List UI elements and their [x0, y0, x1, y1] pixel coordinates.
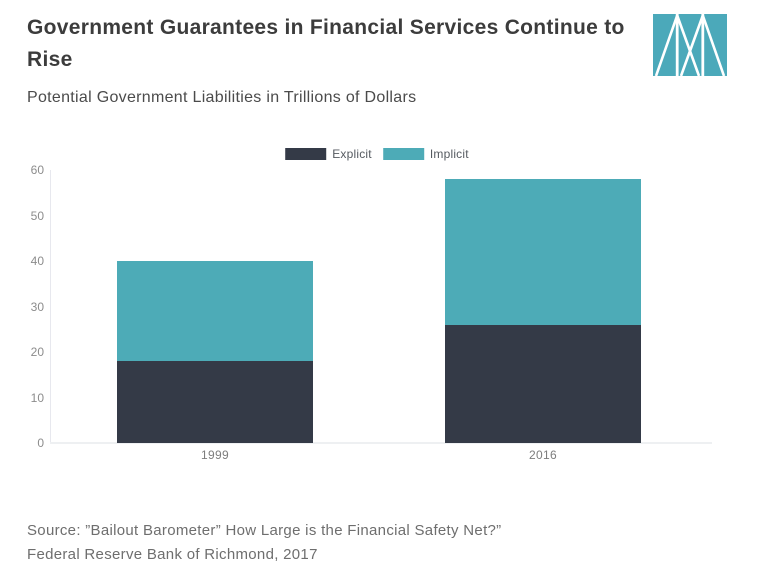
x-axis-label-1999: 1999	[201, 448, 229, 462]
y-tick-label-30: 30	[30, 299, 44, 314]
source-line-2: Federal Reserve Bank of Richmond, 2017	[27, 546, 318, 563]
chart-legend: Explicit Implicit	[285, 147, 469, 161]
y-axis-line	[50, 170, 51, 443]
header: Government Guarantees in Financial Servi…	[27, 12, 652, 76]
page-title: Government Guarantees in Financial Servi…	[27, 12, 652, 76]
source-note: Source: ”Bailout Barometer” How Large is…	[27, 519, 501, 567]
page-title-line-1: Government Guarantees in Financial Servi…	[27, 16, 625, 39]
y-tick-label-10: 10	[30, 390, 44, 405]
x-axis-line	[50, 442, 712, 444]
y-tick-label-60: 60	[30, 163, 44, 177]
legend-label-explicit: Explicit	[332, 147, 372, 161]
legend-label-implicit: Implicit	[429, 147, 469, 161]
source-line-1: Source: ”Bailout Barometer” How Large is…	[27, 522, 502, 539]
y-tick-label-20: 20	[30, 345, 44, 359]
y-tick-label-50: 50	[30, 208, 44, 223]
legend-swatch-implicit	[382, 148, 424, 160]
stacked-bar-chart: Explicit Implicit 0 10 20 30 40 50 60 1999 2016	[0, 140, 768, 476]
y-tick-label-0: 0	[37, 436, 44, 450]
legend-item-explicit: Explicit	[285, 147, 372, 161]
legend-item-implicit: Implicit	[382, 147, 469, 161]
page-title-line-2: Rise	[27, 48, 73, 71]
legend-swatch-explicit	[285, 148, 327, 160]
bar-2016-explicit	[445, 324, 641, 443]
bar-1999-implicit	[117, 261, 313, 362]
x-axis-label-2016: 2016	[529, 448, 557, 462]
y-tick-label-40: 40	[30, 254, 44, 268]
bar-1999-explicit	[117, 361, 313, 443]
chart-subtitle: Potential Government Liabilities in Tril…	[27, 89, 417, 106]
marketplace-logo-icon	[653, 14, 727, 76]
bar-2016-implicit	[445, 179, 641, 325]
